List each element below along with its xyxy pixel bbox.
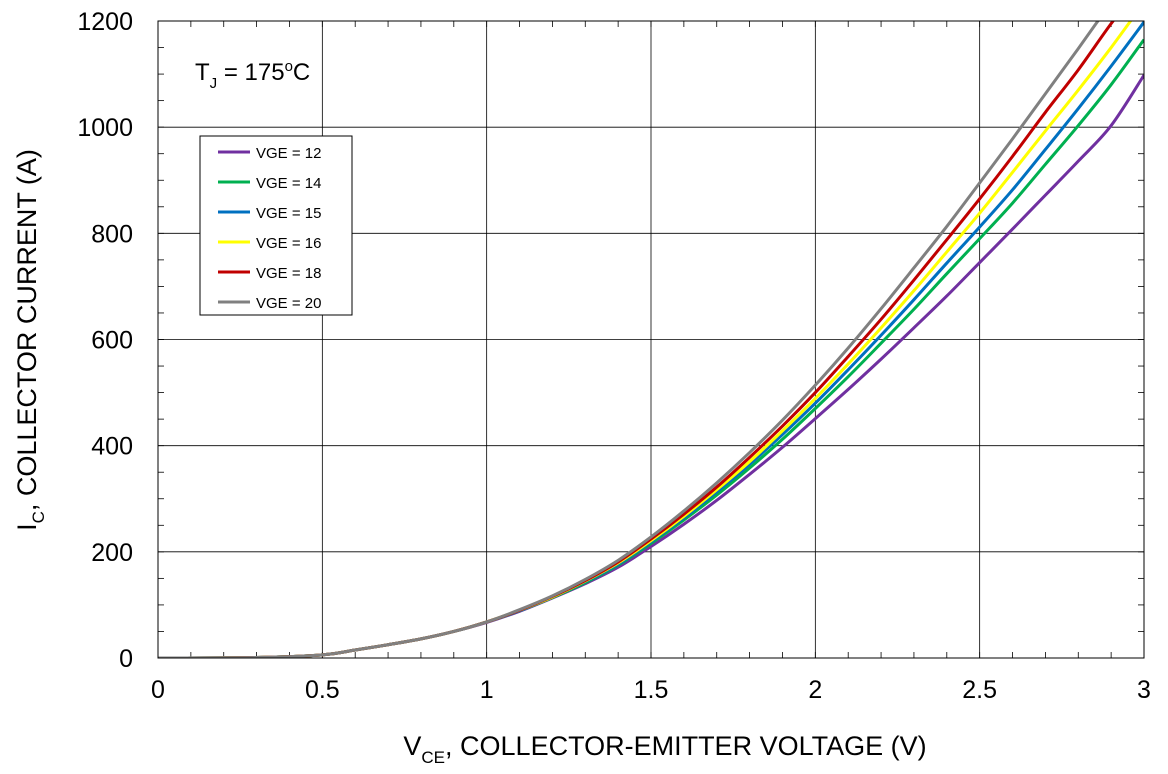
x-tick-label: 2: [808, 676, 822, 704]
temperature-annotation: TJ = 175oC: [195, 58, 310, 92]
legend-box: [199, 135, 353, 316]
series-line-6: [158, 21, 1100, 658]
legend-label: VGE = 14: [256, 175, 321, 192]
x-tick-label: 1: [480, 676, 494, 704]
series-lines: [158, 21, 1144, 658]
x-tick-label: 2.5: [962, 676, 997, 704]
legend-label: VGE = 16: [256, 235, 321, 252]
y-tick-label: 800: [91, 220, 133, 248]
x-tick-labels: 0 0.5 1 1.5 2 2.5 3: [151, 676, 1151, 704]
x-tick-label: 0.5: [305, 676, 340, 704]
y-tick-label: 0: [119, 645, 133, 673]
y-tick-label: 1200: [77, 8, 133, 36]
y-tick-label: 1000: [77, 114, 133, 142]
y-axis-label: IC, COLLECTOR CURRENT (A): [12, 149, 48, 531]
y-tick-label: 200: [91, 539, 133, 567]
legend-label: VGE = 20: [256, 295, 321, 312]
legend-label: VGE = 12: [256, 145, 321, 162]
x-tick-label: 1.5: [634, 676, 669, 704]
legend: VGE = 12 VGE = 14 VGE = 15 VGE = 16 VGE = 18…: [199, 135, 353, 316]
x-axis-label: VCE, COLLECTOR-EMITTER VOLTAGE (V): [403, 731, 926, 767]
plot-frame: [157, 20, 1145, 659]
x-tick-label: 3: [1137, 676, 1151, 704]
y-tick-labels: 0 200 400 600 800 1000 1200: [77, 8, 133, 673]
legend-label: VGE = 18: [256, 265, 321, 282]
y-tick-label: 400: [91, 433, 133, 461]
x-tick-label: 0: [151, 676, 165, 704]
legend-label: VGE = 15: [256, 205, 321, 222]
y-tick-label: 600: [91, 327, 133, 355]
